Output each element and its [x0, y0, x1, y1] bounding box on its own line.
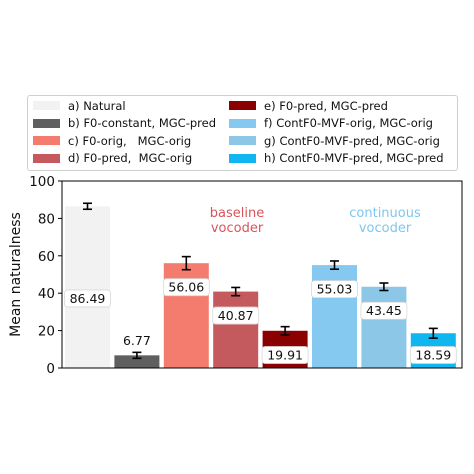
bar: [361, 286, 407, 368]
value-label-box: [261, 346, 309, 364]
y-tick-label: 0: [46, 361, 55, 377]
plot-frame: [61, 180, 463, 369]
legend-label: g) ContF0-MVF-pred, MGC-orig: [264, 133, 440, 148]
legend-item: a) Natural: [33, 98, 126, 113]
legend-label: c) F0-orig, MGC-orig: [68, 133, 192, 148]
value-label: 86.49: [70, 291, 106, 306]
value-label-box: [311, 280, 358, 298]
legend-item: f) ContF0-MVF-orig, MGC-orig: [229, 116, 433, 131]
group-annotation: continuous: [349, 206, 421, 221]
legend-swatch: [33, 118, 60, 128]
bar: [213, 291, 259, 368]
group-annotation: vocoder: [359, 221, 412, 236]
legend-swatch: [33, 101, 60, 110]
value-label: 43.45: [366, 303, 402, 318]
y-tick-label: 20: [38, 324, 55, 340]
y-tick-label: 40: [38, 286, 55, 302]
value-label: 56.06: [168, 280, 204, 295]
legend-label: d) F0-pred, MGC-orig: [68, 151, 193, 166]
y-axis-label: Mean naturalness: [8, 212, 24, 337]
legend-swatch: [229, 101, 256, 110]
value-label: 55.03: [317, 282, 353, 297]
legend-label: h) ContF0-MVF-pred, MGC-pred: [264, 151, 444, 166]
value-label: 40.87: [218, 308, 254, 323]
legend-item: d) F0-pred, MGC-orig: [33, 151, 193, 166]
legend-swatch: [33, 136, 60, 146]
legend-label: a) Natural: [68, 98, 126, 113]
value-label-box: [162, 278, 210, 297]
value-label: 19.91: [267, 348, 303, 363]
y-tick-label: 100: [29, 174, 55, 190]
legend-label: e) F0-pred, MGC-pred: [264, 98, 388, 113]
plot-area: Mean naturalness 0 20 40 60 80 100 86.49 6.77 56.…: [8, 174, 463, 377]
legend-swatch: [33, 153, 60, 163]
legend-label: f) ContF0-MVF-orig, MGC-orig: [264, 116, 433, 131]
legend-item: c) F0-orig, MGC-orig: [33, 133, 192, 148]
value-label: 6.77: [123, 333, 151, 348]
legend-item: h) ContF0-MVF-pred, MGC-pred: [229, 151, 444, 166]
value-label-box: [360, 301, 408, 320]
legend-item: g) ContF0-MVF-pred, MGC-orig: [229, 133, 440, 148]
value-label: 18.59: [415, 348, 451, 363]
legend-swatch: [229, 118, 256, 128]
value-label-box: [409, 346, 457, 364]
value-label-box: [64, 289, 111, 308]
legend-item: b) F0-constant, MGC-pred: [33, 116, 216, 131]
y-tick-label: 60: [38, 249, 55, 265]
group-annotation: vocoder: [211, 221, 264, 236]
legend-swatch: [229, 136, 256, 146]
legend-swatch: [229, 153, 256, 163]
legend-item: e) F0-pred, MGC-pred: [229, 98, 388, 113]
bar: [65, 206, 110, 368]
value-label-box: [212, 306, 260, 325]
legend: a) Natural b) F0-constant, MGC-pred c) F0-…: [27, 95, 458, 171]
legend-label: b) F0-constant, MGC-pred: [68, 116, 216, 131]
group-annotation: baseline: [210, 206, 264, 221]
y-tick-label: 80: [38, 211, 55, 227]
bar: [114, 355, 160, 368]
